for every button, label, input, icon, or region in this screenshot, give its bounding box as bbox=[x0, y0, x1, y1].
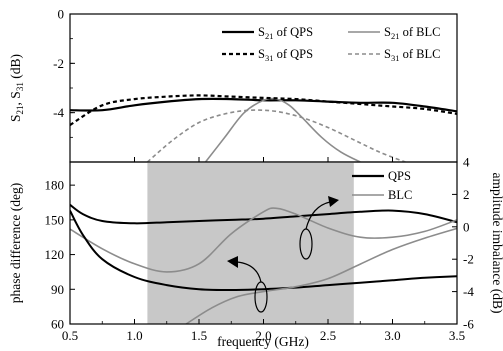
top-y-tick-label: -4 bbox=[53, 105, 64, 120]
x-ticks: 0.5 1.0 1.5 2.0 2.5 3.0 3.5 bbox=[62, 157, 465, 343]
x-axis-label: frequency (GHz) bbox=[217, 334, 309, 349]
arrow-right bbox=[305, 201, 331, 230]
right-y-tick-label: -4 bbox=[463, 284, 474, 299]
top-y-tick-label: 0 bbox=[58, 7, 65, 22]
bottom-left-y-ticks: 60 90 120 150 180 bbox=[45, 178, 75, 332]
right-y-tick-label: -6 bbox=[463, 317, 474, 332]
bottom-series-lines bbox=[70, 203, 457, 324]
x-tick-label: 3.5 bbox=[449, 328, 465, 343]
top-y-ticks: 0 -2 -4 bbox=[53, 7, 75, 163]
bottom-y-tick-label: 60 bbox=[51, 317, 64, 332]
bottom-right-y-ticks: -6 -4 -2 0 2 4 bbox=[452, 155, 474, 332]
top-legend-label: S21 of QPS bbox=[258, 25, 313, 41]
top-series-line bbox=[204, 97, 361, 162]
arrowhead-right bbox=[328, 196, 339, 207]
arrow-left bbox=[236, 261, 262, 283]
bottom-series-line bbox=[70, 210, 457, 292]
x-tick-label: 1.0 bbox=[126, 328, 142, 343]
bottom-series-line bbox=[185, 227, 457, 324]
top-panel: 0 -2 -4 S21 of QPS S21 of BLC S31 of QPS S31 … bbox=[8, 7, 458, 163]
bottom-legend: QPS BLC bbox=[352, 169, 412, 202]
x-tick-label: 1.5 bbox=[191, 328, 207, 343]
x-tick-label: 3.0 bbox=[384, 328, 400, 343]
top-series-lines bbox=[70, 94, 457, 162]
shaded-band bbox=[147, 162, 354, 324]
top-y-tick-label: -2 bbox=[53, 56, 64, 71]
top-series-line bbox=[70, 94, 457, 126]
bottom-series-line bbox=[70, 207, 457, 273]
right-y-tick-label: -2 bbox=[463, 252, 474, 267]
bottom-left-y-axis-label: phase difference (deg) bbox=[8, 183, 23, 303]
x-tick-label: 2.5 bbox=[320, 328, 336, 343]
right-y-tick-label: 0 bbox=[463, 219, 470, 234]
right-axis-annotation bbox=[299, 196, 339, 260]
bottom-y-tick-label: 120 bbox=[45, 247, 65, 262]
left-axis-annotation bbox=[227, 256, 268, 313]
top-y-axis-label: S21, S31 (dB) bbox=[8, 54, 25, 122]
bottom-legend-label: BLC bbox=[388, 188, 412, 202]
bottom-series-line bbox=[70, 203, 457, 225]
top-legend-label: S31 of QPS bbox=[258, 47, 313, 63]
bottom-y-tick-label: 90 bbox=[51, 282, 64, 297]
top-series-line bbox=[146, 109, 406, 162]
bottom-right-y-axis-label: amplitude imbalance (dB) bbox=[490, 173, 503, 314]
bottom-legend-label: QPS bbox=[388, 169, 411, 183]
right-y-tick-label: 2 bbox=[463, 187, 470, 202]
right-y-tick-label: 4 bbox=[463, 155, 470, 170]
bottom-panel: 0.5 1.0 1.5 2.0 2.5 3.0 3.5 60 90 120 150 180 -6 -4… bbox=[8, 155, 503, 350]
top-legend: S21 of QPS S21 of BLC S31 of QPS S31 of BLC bbox=[222, 25, 440, 63]
top-legend-label: S31 of BLC bbox=[384, 47, 440, 63]
bottom-y-tick-label: 150 bbox=[45, 212, 65, 227]
arrowhead-left bbox=[227, 256, 238, 268]
top-legend-label: S21 of BLC bbox=[384, 25, 440, 41]
bottom-y-tick-label: 180 bbox=[45, 178, 65, 193]
x-tick-label: 2.0 bbox=[255, 328, 271, 343]
x-tick-label: 0.5 bbox=[62, 328, 78, 343]
